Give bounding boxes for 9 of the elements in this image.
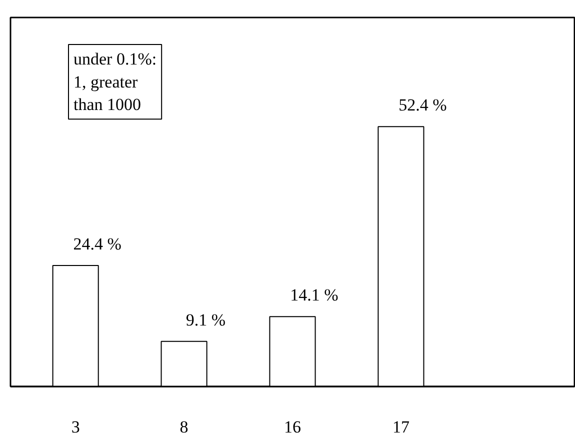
data-label: 24.4 % [73, 234, 122, 254]
x-tick-label: 3 [71, 418, 80, 436]
data-label: 14.1 % [290, 286, 338, 305]
data-label: 9.1 % [186, 310, 226, 330]
x-tick-label: 17 [392, 418, 410, 436]
x-tick-label: 8 [180, 418, 188, 436]
text: under 0.1%: 1, greater than 1000 [74, 50, 157, 114]
x-tick-label: 16 [284, 418, 301, 436]
data-label: 52.4 % [398, 96, 447, 115]
